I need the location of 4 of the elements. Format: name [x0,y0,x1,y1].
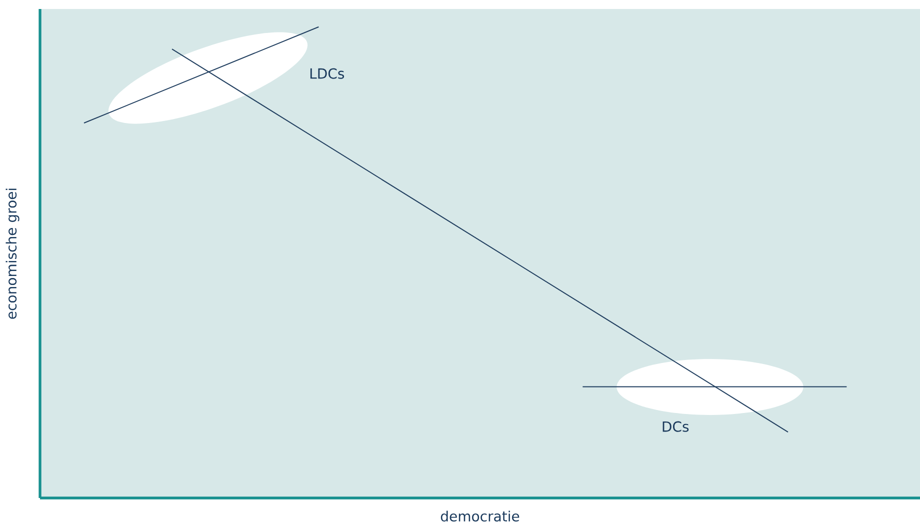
annotation: DCs [662,421,689,432]
x-axis-title: democratie [440,510,520,522]
annotation: LDCs [310,68,344,79]
y-axis-title: economische groei [6,188,20,319]
